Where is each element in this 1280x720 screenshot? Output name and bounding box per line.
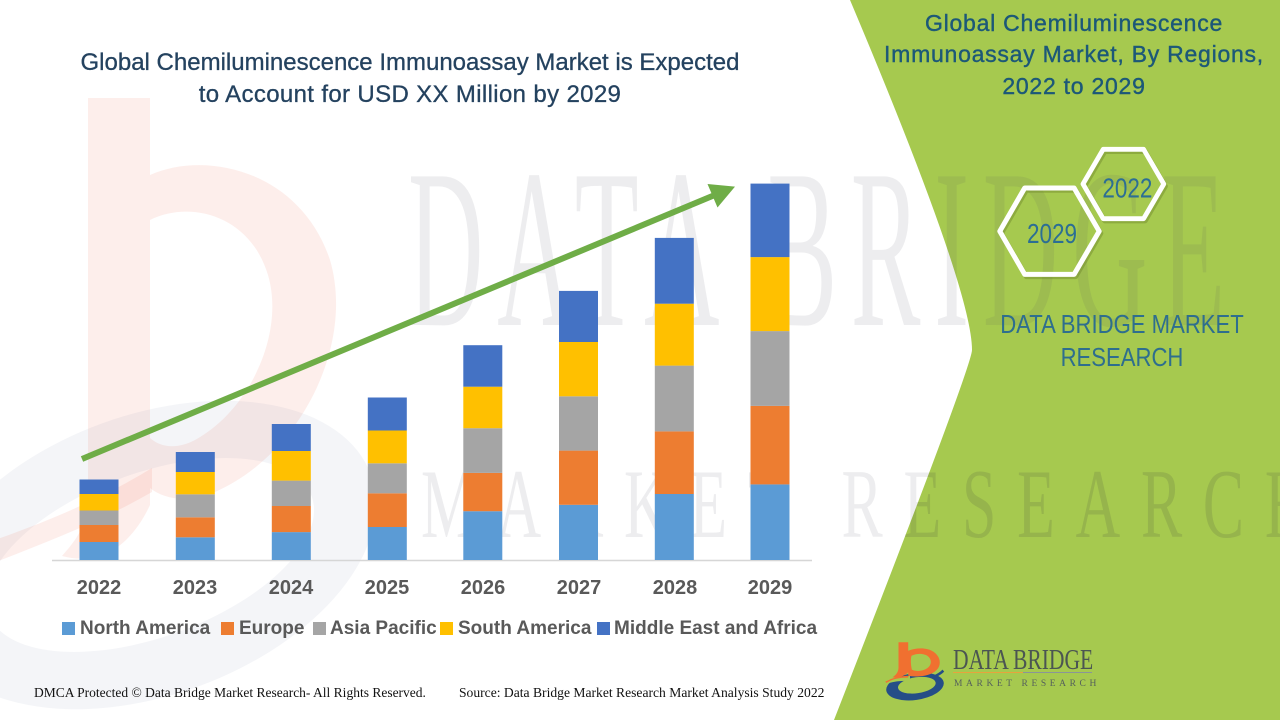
svg-text:2022: 2022 — [1102, 173, 1152, 204]
svg-text:2029: 2029 — [1027, 218, 1077, 249]
